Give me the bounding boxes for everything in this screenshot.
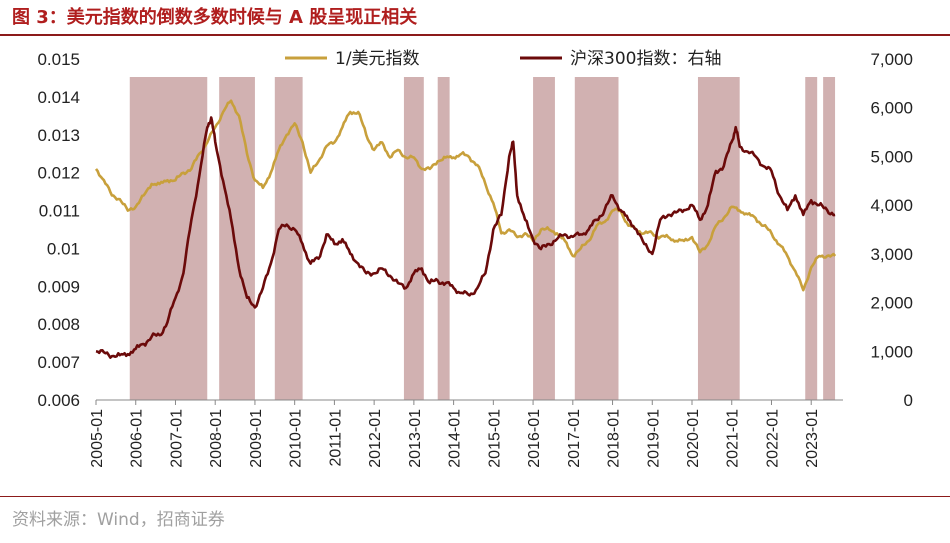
title-rule	[0, 34, 950, 36]
right-y-tick-label: 0	[904, 391, 913, 410]
legend: 1/美元指数 沪深300指数：右轴	[285, 49, 721, 69]
source-note: 资料来源：Wind，招商证券	[12, 510, 225, 530]
shaded-period-4	[403, 77, 424, 400]
x-tick-label: 2022-01	[764, 409, 781, 468]
series-line-2	[95, 116, 836, 359]
left-y-tick-label: 0.008	[37, 315, 80, 334]
source-rule	[0, 496, 950, 497]
shaded-period-7	[574, 77, 619, 400]
x-tick-label: 2016-01	[526, 409, 543, 468]
left-y-tick-label: 0.006	[37, 391, 80, 410]
right-y-tick-label: 1,000	[870, 342, 913, 361]
right-y-tick-label: 6,000	[870, 99, 913, 118]
x-tick-label: 2009-01	[248, 409, 265, 468]
shaded-periods	[129, 77, 836, 400]
x-tick-label: 2011-01	[327, 409, 344, 467]
left-y-tick-label: 0.009	[37, 277, 80, 296]
shaded-period-2	[219, 77, 255, 400]
legend-label-2: 沪深300指数：右轴	[570, 49, 721, 69]
x-tick-label: 2006-01	[129, 409, 146, 468]
left-y-tick-label: 0.011	[39, 202, 80, 221]
x-tick-label: 2010-01	[288, 409, 305, 468]
right-y-tick-label: 5,000	[870, 147, 913, 166]
x-axis: 2005-01 2006-01 2007-01 2008-01 2009-01 2010-…	[89, 399, 843, 468]
x-tick-label: 2017-01	[566, 409, 583, 468]
right-y-tick-label: 7,000	[870, 50, 913, 69]
left-y-tick-label: 0.012	[37, 164, 80, 183]
legend-label-1: 1/美元指数	[335, 49, 420, 69]
x-tick-label: 2019-01	[645, 409, 662, 468]
left-y-tick-label: 0.013	[37, 126, 80, 145]
x-tick-label: 2018-01	[606, 409, 623, 468]
x-tick-label: 2008-01	[208, 409, 225, 468]
x-tick-label: 2013-01	[407, 409, 424, 468]
right-y-tick-label: 3,000	[870, 245, 913, 264]
shaded-period-10	[823, 77, 836, 400]
left-y-axis: 0.015 0.014 0.013 0.012 0.011 0.01 0.009 0.008 0…	[37, 50, 80, 410]
x-tick-label: 2014-01	[447, 409, 464, 468]
shaded-period-1	[129, 77, 208, 400]
left-y-tick-label: 0.014	[37, 88, 80, 107]
figure-title: 图 3：美元指数的倒数多数时候与 A 股呈现正相关	[12, 7, 418, 28]
left-y-tick-label: 0.007	[37, 353, 80, 372]
series-line-1	[94, 99, 837, 292]
shaded-period-9	[805, 77, 818, 400]
x-tick-label: 2015-01	[486, 409, 503, 468]
right-y-axis: 7,000 6,000 5,000 4,000 3,000 2,000 1,000 0	[870, 50, 913, 410]
left-y-tick-label: 0.01	[47, 239, 80, 258]
right-y-tick-label: 2,000	[870, 294, 913, 313]
x-tick-label: 2020-01	[685, 409, 702, 468]
left-y-tick-label: 0.015	[37, 50, 80, 69]
shaded-period-8	[697, 77, 740, 400]
series-lines	[94, 99, 837, 359]
shaded-period-6	[533, 77, 555, 400]
x-tick-label: 2023-01	[804, 409, 821, 468]
dual-axis-line-chart: 0.015 0.014 0.013 0.012 0.011 0.01 0.009 0.008 0…	[37, 49, 913, 468]
x-tick-label: 2012-01	[367, 409, 384, 468]
right-y-tick-label: 4,000	[870, 196, 913, 215]
x-tick-label: 2005-01	[89, 409, 106, 468]
x-tick-label: 2007-01	[168, 409, 185, 468]
x-tick-label: 2021-01	[725, 409, 742, 468]
shaded-period-5	[437, 77, 450, 400]
shaded-period-3	[274, 77, 303, 400]
